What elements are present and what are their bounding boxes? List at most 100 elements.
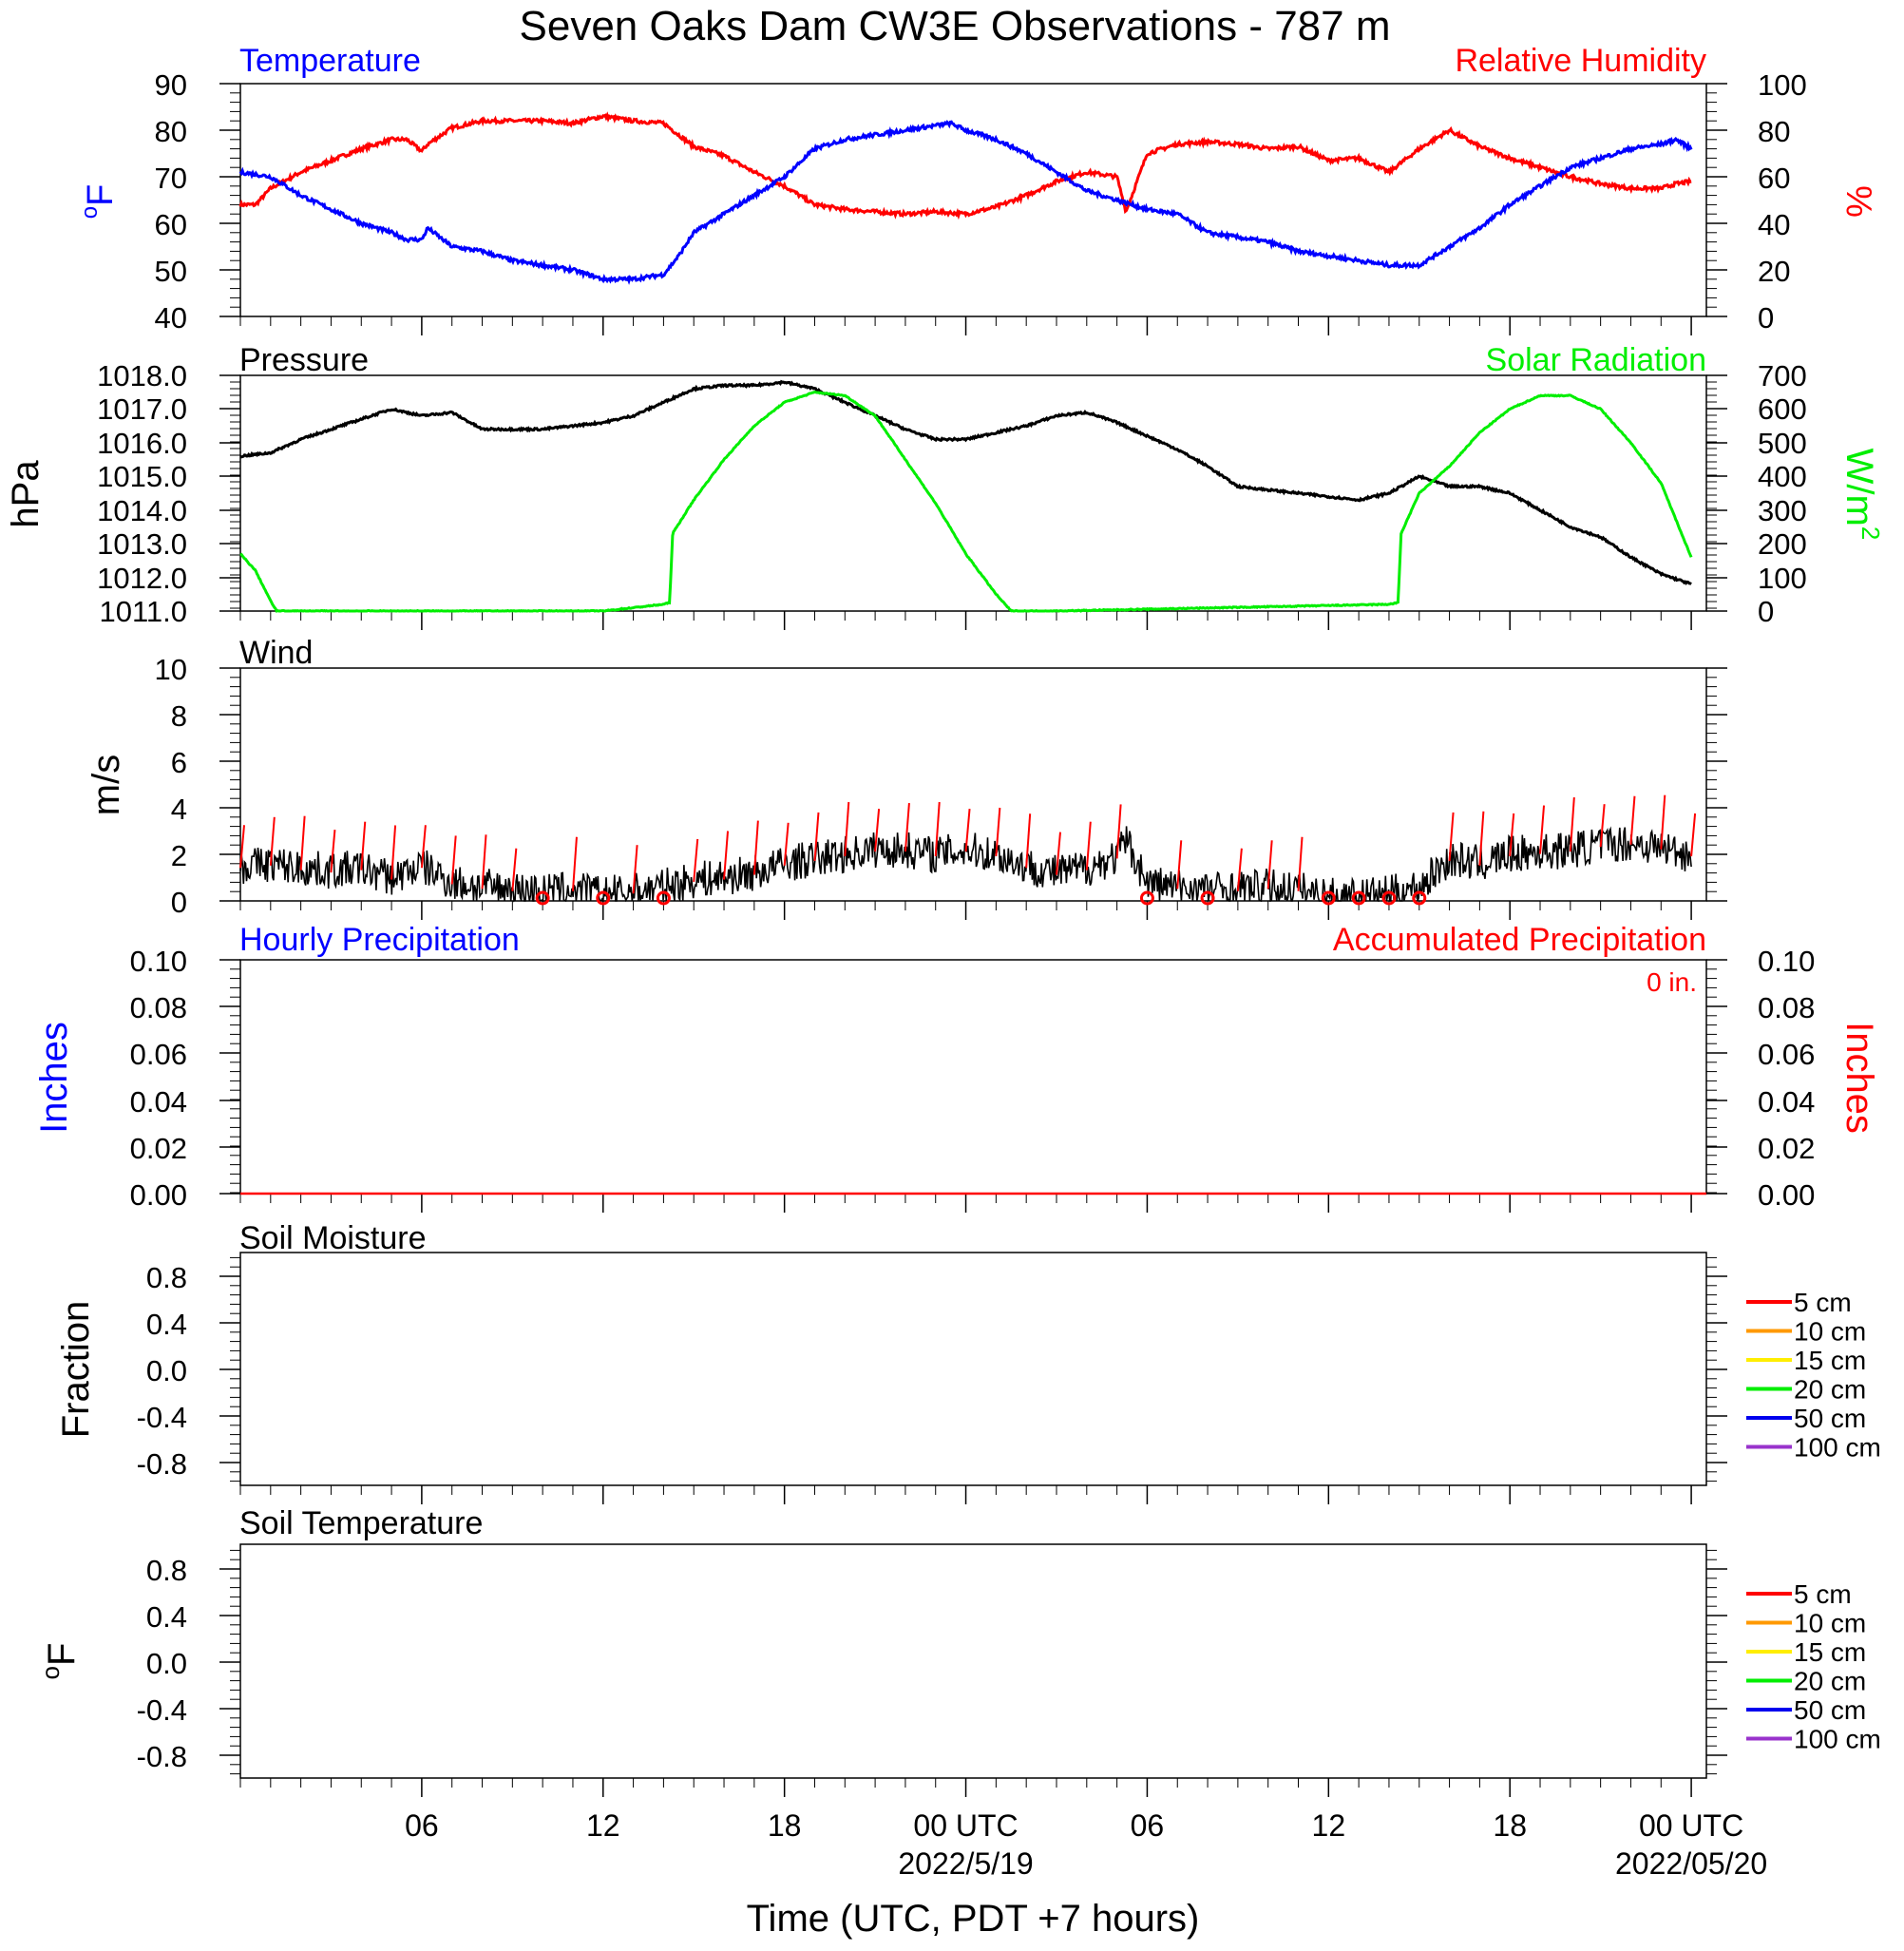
temperature-tick-label: 90	[155, 68, 187, 102]
wind-tick-label: 0	[171, 886, 187, 919]
wind-barb	[964, 809, 971, 852]
pressure-tick-label: 1017.0	[97, 392, 187, 426]
wind-barb	[1085, 821, 1092, 870]
soil-temperature-unit-label: oF	[36, 1643, 83, 1680]
wind-barb	[1055, 832, 1061, 875]
wind-barb	[1236, 848, 1243, 891]
soil-temperature-tick-label: -0.8	[137, 1740, 187, 1773]
soil-temperature-legend-label: 5 cm	[1794, 1579, 1852, 1609]
precip-panel: Hourly Precipitation Accumulated Precipi…	[33, 922, 1880, 1212]
accum-precip-tick-label: 0.02	[1758, 1132, 1815, 1165]
accum-precip-tick-label: 0.10	[1758, 945, 1815, 978]
wind-y-ticks: 10 8 6 4 2 0	[155, 653, 187, 919]
temperature-tick-label: 70	[155, 162, 187, 195]
wind-barb	[1509, 813, 1515, 857]
soil-moisture-unit-label: Fraction	[55, 1301, 97, 1439]
pressure-tick-label: 1016.0	[97, 427, 187, 460]
wind-speed-line	[239, 826, 1692, 904]
soil-moisture-y-ticks: 0.8 0.4 0.0 -0.4 -0.8	[137, 1261, 187, 1481]
dynamic-marks	[219, 83, 1727, 1797]
pressure-tick-label: 1012.0	[97, 562, 187, 595]
wind-barb	[693, 838, 699, 883]
x-tick-label: 12	[1312, 1808, 1346, 1843]
humidity-tick-label: 80	[1758, 115, 1790, 148]
wind-barb	[1448, 812, 1455, 861]
wind-unit-label: m/s	[86, 755, 127, 815]
humidity-tick-label: 40	[1758, 208, 1790, 241]
precip-tick-label: 0.02	[130, 1132, 187, 1165]
wind-barb	[1297, 836, 1304, 891]
soil-temperature-panel: Soil Temperature 0.8 0.4 0.0 -0.4 -0.8 o…	[36, 1505, 1881, 1779]
wind-barb	[481, 834, 487, 889]
temperature-panel: Temperature Relative Humidity 90 80 70 6…	[77, 43, 1878, 335]
wind-barb	[450, 835, 457, 885]
wind-barb	[844, 801, 850, 857]
wind-barb	[1025, 813, 1032, 869]
x-tick-label: 00 UTC	[913, 1808, 1018, 1843]
accum-precip-tick-label: 0.04	[1758, 1085, 1815, 1119]
temperature-line	[238, 120, 1693, 285]
soil-moisture-legend-label: 10 cm	[1794, 1317, 1866, 1347]
pressure-y-ticks: 1018.0 1017.0 1016.0 1015.0 1014.0 1013.…	[97, 359, 187, 628]
wind-barb	[390, 825, 397, 880]
humidity-title: Relative Humidity	[1455, 43, 1706, 79]
wind-barb	[1539, 805, 1546, 854]
wind-barb	[330, 830, 336, 873]
accum-precip-tick-label: 0.00	[1758, 1178, 1815, 1212]
wind-barb	[1266, 840, 1273, 889]
wind-tick-label: 4	[171, 793, 187, 826]
humidity-tick-label: 20	[1758, 255, 1790, 288]
soil-temperature-y-ticks: 0.8 0.4 0.0 -0.4 -0.8	[137, 1554, 187, 1773]
wind-tick-label: 10	[155, 653, 187, 686]
calm-wind-marker	[535, 890, 550, 906]
solar-unit-label: W/m2	[1838, 449, 1885, 541]
wind-barb	[1660, 794, 1666, 850]
solar-tick-label: 700	[1758, 359, 1807, 392]
precip-tick-label: 0.08	[130, 991, 187, 1024]
temperature-tick-label: 40	[155, 301, 187, 335]
soil-moisture-tick-label: -0.8	[137, 1447, 187, 1481]
temperature-plot-frame	[239, 83, 1707, 317]
pressure-tick-label: 1014.0	[97, 494, 187, 527]
soil-temperature-tick-label: 0.0	[146, 1647, 187, 1680]
pressure-line	[239, 379, 1692, 585]
wind-barb	[723, 831, 730, 880]
soil-moisture-legend-label: 100 cm	[1794, 1433, 1881, 1463]
wind-panel: Wind 10 8 6 4 2 0 m/s	[86, 635, 1707, 919]
x-axis-label: Time (UTC, PDT +7 hours)	[747, 1898, 1200, 1940]
pressure-tick-label: 1018.0	[97, 359, 187, 392]
solar-tick-label: 100	[1758, 562, 1807, 595]
temperature-unit-label: oF	[77, 184, 121, 220]
solar-tick-label: 500	[1758, 427, 1807, 460]
temperature-title: Temperature	[239, 43, 421, 79]
x-date-label: 2022/05/20	[1615, 1846, 1767, 1881]
wind-barb	[299, 815, 306, 870]
wind-barb	[1115, 804, 1122, 859]
calm-wind-marker	[1139, 890, 1154, 906]
soil-temperature-tick-label: 0.4	[146, 1600, 187, 1634]
soil-moisture-tick-label: 0.4	[146, 1308, 187, 1341]
solar-radiation-line	[239, 390, 1693, 613]
humidity-tick-label: 100	[1758, 68, 1807, 102]
soil-moisture-tick-label: 0.0	[146, 1354, 187, 1387]
wind-tick-label: 2	[171, 839, 187, 872]
wind-barb	[1569, 797, 1575, 852]
accum-precip-tick-label: 0.06	[1758, 1038, 1815, 1071]
temperature-tick-label: 60	[155, 208, 187, 241]
humidity-tick-label: 60	[1758, 162, 1790, 195]
temperature-tick-label: 80	[155, 115, 187, 148]
calm-wind-marker	[656, 890, 671, 906]
calm-wind-marker	[1321, 890, 1336, 906]
calm-wind-marker	[1351, 890, 1366, 906]
pressure-tick-label: 1013.0	[97, 527, 187, 561]
pressure-tick-label: 1011.0	[99, 595, 187, 628]
wind-barb	[420, 825, 427, 869]
solar-y-ticks: 700 600 500 400 300 200 100 0	[1758, 359, 1807, 628]
pressure-plot-frame	[239, 374, 1707, 612]
soil-temperature-plot-frame	[239, 1543, 1707, 1779]
wind-barb	[783, 822, 790, 866]
calm-wind-marker	[596, 890, 611, 906]
wind-barb	[995, 807, 1001, 857]
